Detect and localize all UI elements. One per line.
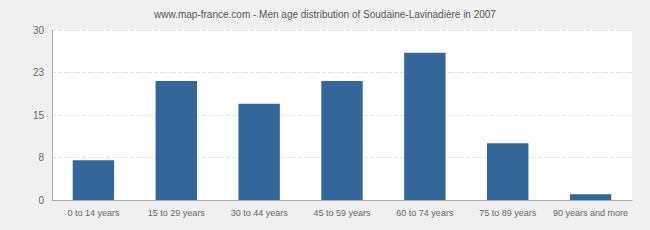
svg-text:75 to 89 years: 75 to 89 years — [479, 208, 537, 218]
svg-text:15 to 29 years: 15 to 29 years — [148, 208, 206, 218]
svg-text:0: 0 — [38, 195, 44, 206]
svg-text:23: 23 — [33, 67, 45, 78]
svg-text:8: 8 — [38, 152, 44, 163]
svg-text:60 to 74 years: 60 to 74 years — [396, 208, 454, 218]
svg-text:0 to 14 years: 0 to 14 years — [67, 208, 120, 218]
svg-text:90 years and more: 90 years and more — [553, 208, 628, 218]
svg-text:45 to 59 years: 45 to 59 years — [313, 208, 371, 218]
svg-text:15: 15 — [33, 110, 45, 121]
svg-text:30: 30 — [33, 25, 45, 36]
svg-text:www.map-france.com - Men age d: www.map-france.com - Men age distributio… — [153, 9, 496, 20]
svg-text:30 to 44 years: 30 to 44 years — [231, 208, 289, 218]
